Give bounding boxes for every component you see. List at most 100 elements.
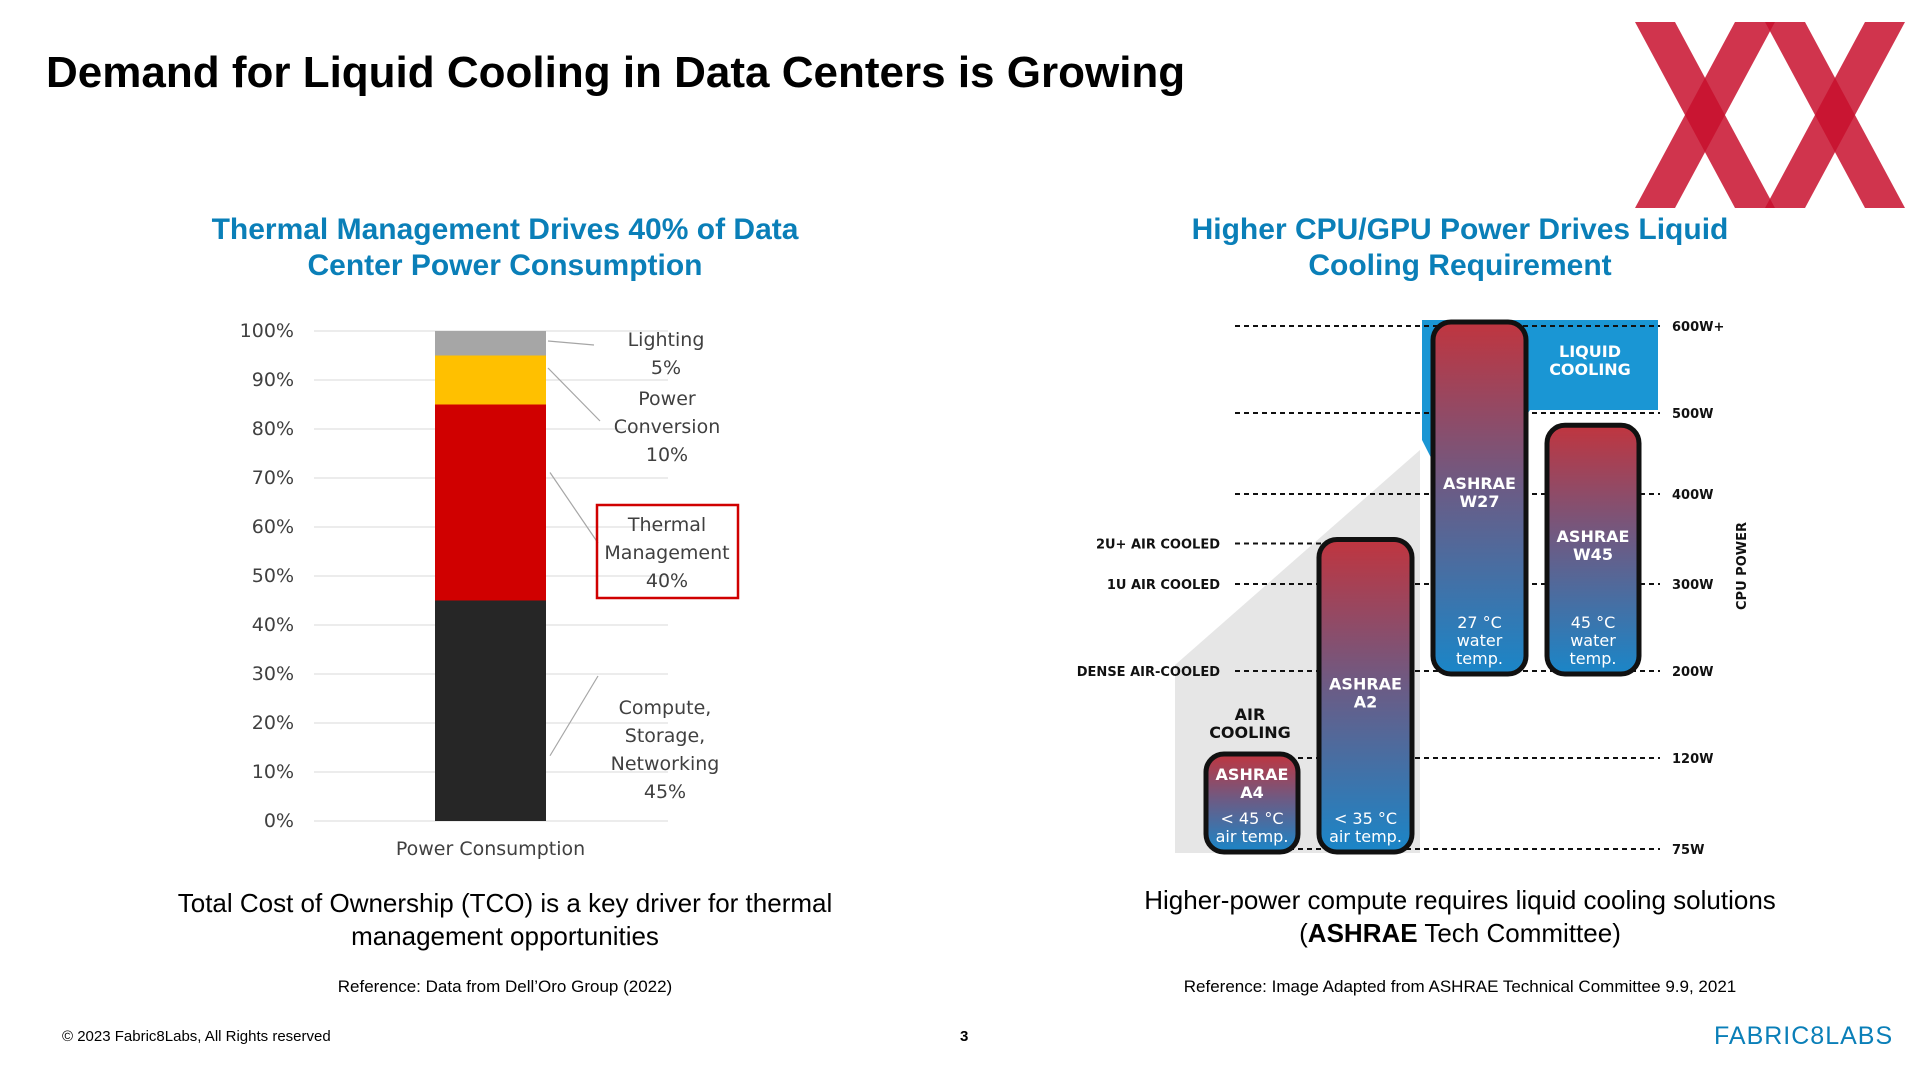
- power-level-label: 500W: [1672, 407, 1713, 422]
- caption-text-pre: Higher-power compute requires liquid coo…: [1144, 885, 1776, 948]
- reference-line-label: 2U+ AIR COOLED: [1096, 538, 1220, 553]
- ashrae-class-condition-line: 45 °C: [1571, 613, 1616, 632]
- leader-line: [547, 367, 601, 422]
- y-tick-label: 90%: [252, 369, 294, 391]
- ashrae-class-condition: < 35 °C air temp.: [1329, 809, 1402, 846]
- ashrae-class-name-line: W45: [1573, 545, 1613, 564]
- liquid-cooling-label-line: LIQUID: [1559, 342, 1621, 361]
- bar-segment: [435, 331, 546, 356]
- reference-line-label: DENSE AIR-COOLED: [1077, 665, 1220, 680]
- leader-line: [549, 472, 599, 544]
- brand-wordmark: FABRIC8LABS: [1714, 1022, 1894, 1050]
- y-tick-label: 50%: [252, 565, 294, 587]
- power-level-label: 400W: [1672, 488, 1713, 503]
- segment-label-line: 40%: [646, 570, 688, 592]
- ashrae-class-condition-line: air temp.: [1216, 827, 1289, 846]
- ashrae-class-name: ASHRAE A2: [1329, 675, 1402, 712]
- segment-label-line: 45%: [644, 781, 686, 803]
- liquid-cooling-label-line: COOLING: [1549, 360, 1631, 379]
- segment-label-line: Compute,: [619, 697, 712, 719]
- right-reference: Reference: Image Adapted from ASHRAE Tec…: [1183, 977, 1737, 996]
- y-tick-label: 30%: [252, 663, 294, 685]
- segment-label: Compute, Storage, Networking 45%: [611, 697, 720, 803]
- ashrae-class-condition-line: air temp.: [1329, 827, 1402, 846]
- ashrae-class-condition-line: < 45 °C: [1220, 809, 1283, 828]
- ashrae-class-condition-line: temp.: [1456, 649, 1503, 668]
- reference-line-label: 1U AIR COOLED: [1107, 578, 1220, 593]
- slide-title: Demand for Liquid Cooling in Data Center…: [46, 48, 1186, 97]
- left-caption: Total Cost of Ownership (TCO) is a key d…: [177, 888, 833, 951]
- ashrae-class-condition: 27 °C water temp.: [1456, 613, 1503, 668]
- stacked-bar-chart: 0% 10% 20% 30% 40% 50% 60% 70% 80% 90% 100% Power C…: [240, 320, 740, 860]
- y-tick-label: 100%: [240, 320, 294, 342]
- power-level-label: 75W: [1672, 843, 1704, 858]
- segment-label-line: 5%: [651, 357, 681, 379]
- power-level-label: 600W+: [1672, 320, 1724, 335]
- ashrae-class-name-line: ASHRAE: [1557, 527, 1630, 546]
- segment-label-line: Management: [604, 542, 729, 564]
- power-level-label: 120W: [1672, 752, 1713, 767]
- highlight-box: [595, 503, 740, 600]
- segment-label: Thermal Management 40%: [604, 514, 729, 592]
- page-number: 3: [960, 1028, 969, 1045]
- right-caption: Higher-power compute requires liquid coo…: [1110, 884, 1810, 950]
- segment-label: Power Conversion 10%: [614, 388, 721, 466]
- bar-segment: [435, 404, 546, 601]
- segment-label-line: Storage,: [625, 725, 705, 747]
- ashrae-class-condition: 45 °C water temp.: [1570, 613, 1617, 668]
- ashrae-class-name-line: W27: [1460, 492, 1500, 511]
- ashrae-class-name-line: ASHRAE: [1216, 765, 1289, 784]
- air-cooling-label: AIR COOLING: [1209, 705, 1291, 742]
- right-chart-title: Higher CPU/GPU Power Drives Liquid Cooli…: [1191, 213, 1729, 282]
- bar-segment: [435, 600, 546, 821]
- ashrae-class-name: ASHRAE W45: [1557, 527, 1630, 564]
- ashrae-class-pill: [1203, 751, 1301, 855]
- brand-logo-x-icon: [1635, 22, 1905, 208]
- ashrae-class-condition-line: < 35 °C: [1334, 809, 1397, 828]
- leader-line: [547, 340, 595, 346]
- power-level-label: 200W: [1672, 665, 1713, 680]
- y-tick-label: 20%: [252, 712, 294, 734]
- air-cooling-label-line: AIR: [1235, 705, 1266, 724]
- segment-label: Lighting 5%: [628, 329, 705, 379]
- y-tick-label: 80%: [252, 418, 294, 440]
- caption-ashrae-bold: ASHRAE: [1307, 918, 1418, 948]
- ashrae-class-name: ASHRAE W27: [1443, 474, 1516, 511]
- segment-label-line: Power: [638, 388, 696, 410]
- segment-label-line: Thermal: [627, 514, 706, 536]
- leader-line: [549, 675, 599, 757]
- ashrae-class-name-line: A4: [1240, 783, 1264, 802]
- segment-label-line: Networking: [611, 753, 720, 775]
- ashrae-class-condition-line: temp.: [1570, 649, 1617, 668]
- ashrae-class-pill: [1430, 319, 1529, 677]
- bar-segment: [435, 355, 546, 405]
- segment-label-line: 10%: [646, 444, 688, 466]
- y-tick-label: 70%: [252, 467, 294, 489]
- y-tick-label: 10%: [252, 761, 294, 783]
- ashrae-class-condition-line: water: [1457, 631, 1503, 650]
- ashrae-class-name-line: ASHRAE: [1443, 474, 1516, 493]
- air-cooling-label-line: COOLING: [1209, 723, 1291, 742]
- ashrae-class-name-line: ASHRAE: [1329, 675, 1402, 694]
- ashrae-class-condition: < 45 °C air temp.: [1216, 809, 1289, 846]
- ashrae-class-pill: [1316, 537, 1415, 855]
- liquid-cooling-label: LIQUID COOLING: [1549, 342, 1631, 379]
- ashrae-class-condition-line: water: [1570, 631, 1616, 650]
- x-category-label: Power Consumption: [396, 838, 585, 860]
- left-reference: Reference: Data from Dell’Oro Group (202…: [337, 977, 673, 996]
- ashrae-class-name-line: A2: [1354, 693, 1378, 712]
- axis-title: CPU POWER: [1735, 522, 1750, 610]
- y-tick-label: 40%: [252, 614, 294, 636]
- copyright: © 2023 Fabric8Labs, All Rights reserved: [62, 1028, 331, 1045]
- ashrae-class-pill: [1544, 422, 1642, 677]
- ashrae-class-name: ASHRAE A4: [1216, 765, 1289, 802]
- ashrae-class-condition-line: 27 °C: [1457, 613, 1502, 632]
- power-level-label: 300W: [1672, 578, 1713, 593]
- segment-label-line: Conversion: [614, 416, 721, 438]
- y-tick-label: 60%: [252, 516, 294, 538]
- left-chart-title: Thermal Management Drives 40% of Data Ce…: [211, 213, 799, 282]
- y-tick-label: 0%: [264, 810, 294, 832]
- segment-label-line: Lighting: [628, 329, 705, 351]
- caption-text-post: Tech Committee): [1417, 918, 1621, 948]
